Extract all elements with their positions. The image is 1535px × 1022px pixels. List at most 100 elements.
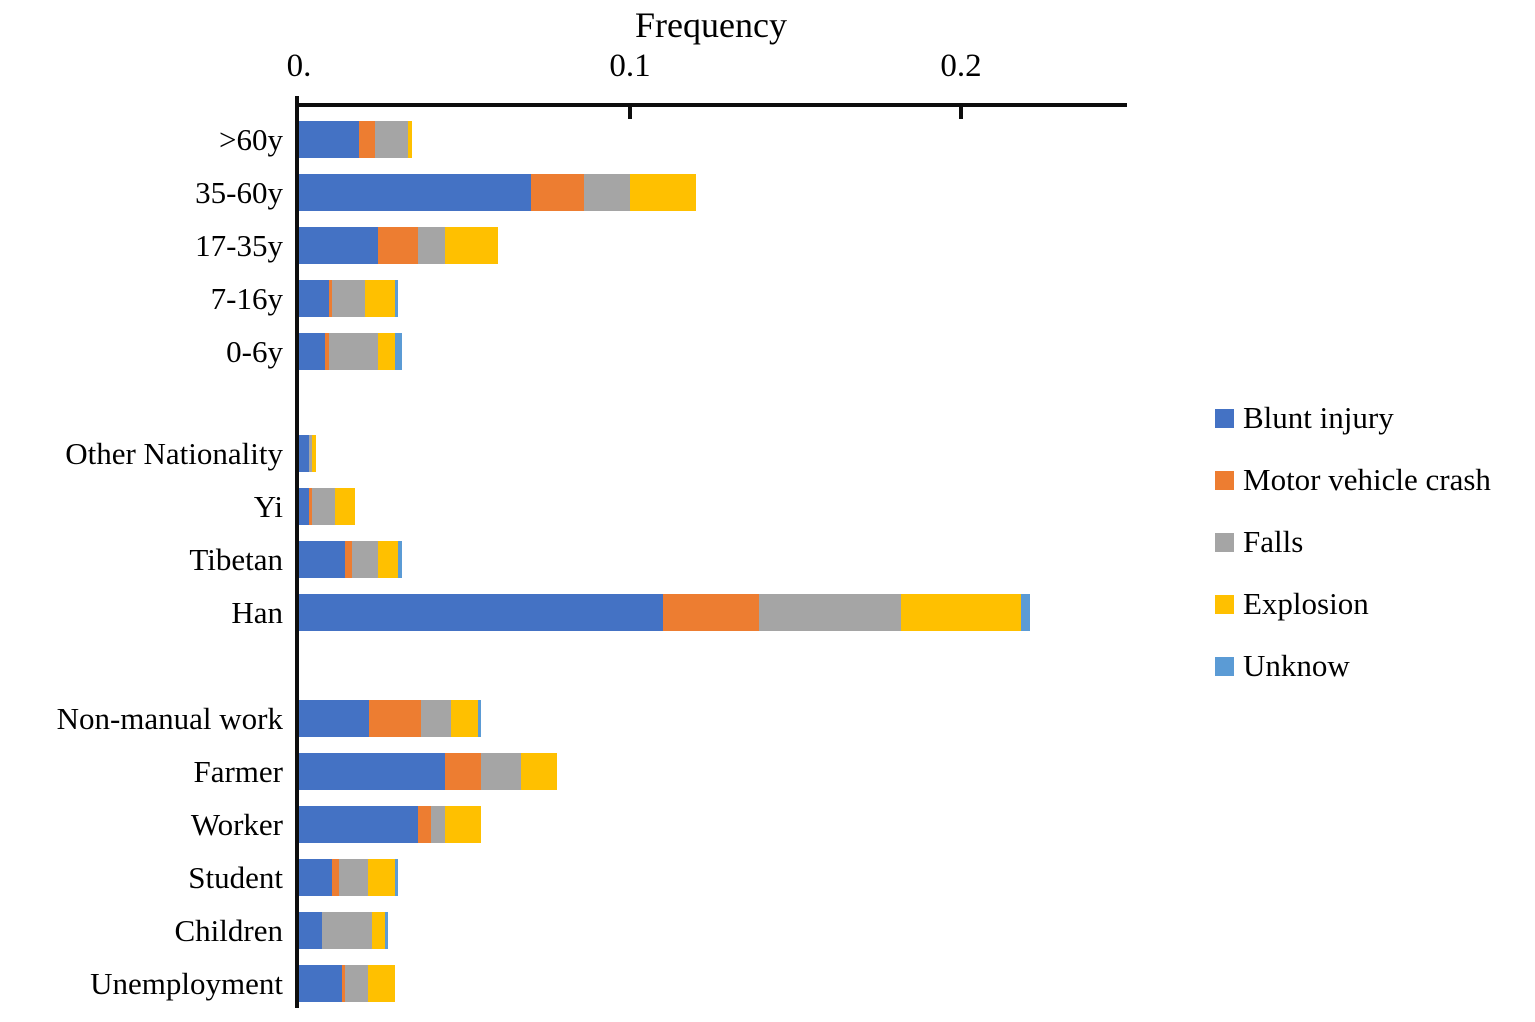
bar-segment-motor-vehicle-crash: [663, 594, 760, 631]
legend-item-unknow: Unknow: [1215, 646, 1350, 686]
bar-row: [299, 333, 402, 370]
bar-segment-blunt-injury: [299, 806, 419, 843]
bar-segment-blunt-injury: [299, 435, 309, 472]
bar-segment-motor-vehicle-crash: [358, 121, 376, 158]
bar-row: [299, 965, 395, 1002]
bar-segment-explosion: [335, 488, 356, 525]
bar-segment-falls: [583, 174, 630, 211]
bar-segment-motor-vehicle-crash: [332, 859, 339, 896]
category-label-other-nationality: Other Nationality: [65, 436, 283, 471]
bar-segment-blunt-injury: [299, 753, 445, 790]
bar-segment-explosion: [408, 121, 412, 158]
category-label-student: Student: [188, 860, 283, 895]
bar-segment-falls: [328, 333, 379, 370]
bar-row: [299, 753, 558, 790]
bar-segment-unknow: [394, 859, 399, 896]
bar-segment-falls: [421, 700, 452, 737]
bar-segment-explosion: [378, 333, 395, 370]
bar-segment-explosion: [365, 280, 395, 317]
bar-segment-falls: [351, 541, 379, 578]
legend-swatch-icon: [1215, 656, 1234, 676]
bar-row: [299, 488, 356, 525]
bar-segment-blunt-injury: [299, 541, 346, 578]
x-axis-tick-mark: [959, 107, 963, 119]
bar-segment-blunt-injury: [299, 965, 343, 1002]
bar-row: [299, 594, 1031, 631]
bar-segment-falls: [375, 121, 409, 158]
bar-segment-explosion: [451, 700, 478, 737]
legend-item-blunt-injury: Blunt injury: [1215, 398, 1394, 438]
category-label-tibetan: Tibetan: [189, 542, 283, 577]
legend-label: Falls: [1243, 524, 1304, 559]
bar-segment-motor-vehicle-crash: [308, 488, 313, 525]
bar-segment-falls: [308, 435, 313, 472]
bar-row: [299, 174, 697, 211]
category-label-non-manual-work: Non-manual work: [56, 701, 283, 736]
bar-segment-blunt-injury: [299, 594, 664, 631]
bar-row: [299, 859, 399, 896]
x-axis-tick-mark: [628, 107, 632, 119]
bar-row: [299, 121, 412, 158]
bar-segment-motor-vehicle-crash: [444, 753, 482, 790]
bar-row: [299, 912, 389, 949]
category-label-unemployment: Unemployment: [90, 966, 283, 1001]
bar-segment-explosion: [629, 174, 697, 211]
bar-segment-motor-vehicle-crash: [328, 280, 333, 317]
bar-segment-motor-vehicle-crash: [378, 227, 419, 264]
category-label-yi: Yi: [253, 489, 283, 524]
category-label-7-16y: 7-16y: [210, 281, 283, 316]
legend-swatch-icon: [1215, 532, 1234, 552]
x-axis-tick-label: 0.: [286, 48, 312, 84]
x-axis-line: [295, 103, 1127, 107]
legend-swatch-icon: [1215, 470, 1234, 490]
x-axis-title: Frequency: [635, 5, 787, 45]
bar-segment-falls: [481, 753, 521, 790]
legend-item-explosion: Explosion: [1215, 584, 1369, 624]
bar-segment-motor-vehicle-crash: [345, 541, 352, 578]
legend-item-falls: Falls: [1215, 522, 1303, 562]
bar-segment-explosion: [378, 541, 399, 578]
bar-segment-blunt-injury: [299, 488, 309, 525]
bar-segment-blunt-injury: [299, 912, 323, 949]
bar-segment-motor-vehicle-crash: [368, 700, 422, 737]
category-label-worker: Worker: [190, 807, 283, 842]
bar-segment-blunt-injury: [299, 227, 379, 264]
bar-segment-motor-vehicle-crash: [325, 333, 329, 370]
bar-row: [299, 700, 481, 737]
bar-segment-motor-vehicle-crash: [342, 965, 346, 1002]
bar-row: [299, 435, 316, 472]
category-label-farmer: Farmer: [193, 754, 283, 789]
bar-segment-unknow: [477, 700, 481, 737]
bar-segment-blunt-injury: [299, 333, 326, 370]
x-axis-tick-label: 0.1: [609, 48, 651, 84]
bar-row: [299, 806, 482, 843]
category-label-35-60y: 35-60y: [195, 175, 283, 210]
bar-segment-explosion: [312, 435, 316, 472]
legend-swatch-icon: [1215, 408, 1234, 428]
category-label-0-6y: 0-6y: [226, 334, 283, 369]
bar-segment-explosion: [368, 859, 395, 896]
bar-segment-falls: [418, 227, 445, 264]
category-label-han: Han: [231, 595, 283, 630]
x-axis-tick-label: 0.2: [940, 48, 982, 84]
bar-segment-falls: [312, 488, 336, 525]
bar-segment-unknow: [1020, 594, 1031, 631]
bar-row: [299, 280, 399, 317]
bar-segment-explosion: [520, 753, 558, 790]
bar-row: [299, 541, 402, 578]
bar-segment-falls: [338, 859, 369, 896]
bar-segment-unknow: [394, 280, 399, 317]
legend-label: Unknow: [1243, 648, 1350, 683]
category-label-children: Children: [174, 913, 284, 948]
bar-segment-unknow: [398, 541, 402, 578]
bar-segment-motor-vehicle-crash: [418, 806, 432, 843]
bar-segment-unknow: [394, 333, 402, 370]
bar-segment-blunt-injury: [299, 121, 359, 158]
legend-label: Explosion: [1243, 586, 1369, 621]
bar-segment-explosion: [444, 806, 482, 843]
bar-segment-falls: [759, 594, 902, 631]
bar-segment-explosion: [371, 912, 386, 949]
bar-segment-explosion: [444, 227, 498, 264]
y-axis-line: [295, 96, 299, 1008]
bar-segment-unknow: [385, 912, 389, 949]
